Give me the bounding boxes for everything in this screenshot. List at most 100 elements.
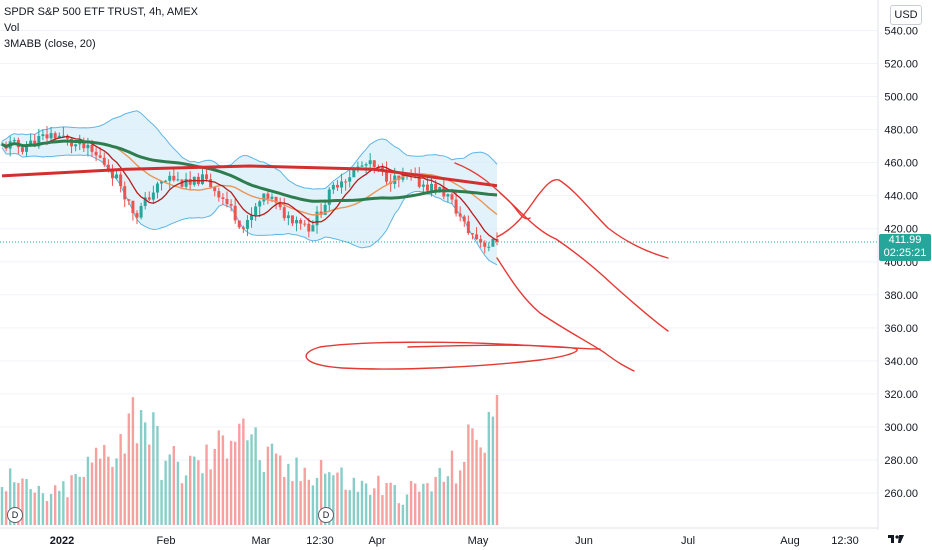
volume-bar xyxy=(127,413,131,525)
candle-body xyxy=(286,215,290,219)
volume-bar xyxy=(291,481,294,525)
candle-body xyxy=(295,219,299,224)
time-tick-label: Apr xyxy=(368,535,385,547)
volume-bar xyxy=(33,492,36,525)
volume-bar xyxy=(184,475,188,525)
volume-bar xyxy=(115,458,118,525)
candle-body xyxy=(151,192,155,200)
volume-bar xyxy=(62,481,65,525)
upper-band xyxy=(1,110,498,190)
candle-body xyxy=(290,215,294,224)
long-average-line xyxy=(1,164,498,188)
freehand-drawings xyxy=(305,162,669,372)
volume-bar xyxy=(66,497,69,525)
price-tick-label: 520.00 xyxy=(884,59,918,71)
volume-bar xyxy=(409,481,413,525)
volume-bar xyxy=(278,455,282,525)
volume-bar xyxy=(45,501,49,525)
candle-body xyxy=(209,179,213,187)
volume-bar xyxy=(426,483,429,525)
candle-body xyxy=(82,140,86,149)
volume-bar xyxy=(37,485,41,525)
candle-body xyxy=(160,181,164,184)
volume-bar xyxy=(377,475,380,525)
volume-bar xyxy=(152,412,155,525)
candle-body xyxy=(49,133,53,139)
volume-bar xyxy=(41,493,45,525)
candle-body xyxy=(327,189,331,205)
candle-body xyxy=(131,200,135,214)
candle-body xyxy=(94,151,98,156)
currency-button[interactable]: USD xyxy=(890,5,922,25)
candle-body xyxy=(221,197,225,199)
volume-bar xyxy=(13,482,16,525)
candle-body xyxy=(147,197,151,200)
volume-bar xyxy=(458,470,462,525)
price-tick-label: 280.00 xyxy=(884,455,918,467)
volume-bar xyxy=(332,475,335,525)
volume-bar xyxy=(111,466,114,525)
candle-body xyxy=(90,144,94,152)
candle-body xyxy=(37,136,41,147)
candle-body xyxy=(425,184,429,191)
volume-bar xyxy=(422,483,425,525)
volume-bar xyxy=(254,427,257,525)
volume-bar xyxy=(139,410,143,525)
last-price-tag: 411.99 02:25:21 xyxy=(879,234,931,261)
candle-body xyxy=(344,181,348,183)
candle-body xyxy=(266,193,270,199)
volume-bar xyxy=(29,489,32,525)
volume-bar xyxy=(17,482,20,525)
bands-indicator-label[interactable]: 3MABB (close, 20) xyxy=(4,38,96,50)
candle-body xyxy=(479,239,483,243)
time-tick-label: 12:30 xyxy=(831,535,859,547)
volume-bar xyxy=(438,467,441,525)
time-tick-label: Aug xyxy=(780,535,800,547)
candle-body xyxy=(155,183,159,193)
symbol-title[interactable]: SPDR S&P 500 ETF TRUST, 4h, AMEX xyxy=(4,6,198,18)
dividend-icon[interactable]: D xyxy=(7,507,23,523)
volume-bar xyxy=(74,474,77,525)
volume-bar xyxy=(495,395,499,525)
price-tick-label: 360.00 xyxy=(884,323,918,335)
volume-bar xyxy=(283,476,286,525)
volume-bar xyxy=(4,491,8,525)
price-tick-label: 480.00 xyxy=(884,125,918,137)
candle-body xyxy=(61,135,65,137)
candle-body xyxy=(33,140,37,147)
dividend-icon[interactable]: D xyxy=(318,507,334,523)
volume-bar xyxy=(58,490,61,525)
candle-body xyxy=(421,184,425,187)
volume-bar xyxy=(107,456,110,525)
volume-bar xyxy=(225,458,229,525)
volume-bar xyxy=(213,448,216,525)
candle-body xyxy=(123,186,127,200)
candle-body xyxy=(446,194,450,197)
volume-bar xyxy=(319,460,323,525)
candle-body xyxy=(184,178,188,187)
volume-bar xyxy=(315,477,319,525)
candle-body xyxy=(245,220,249,229)
freehand-stroke xyxy=(305,341,601,370)
candle-body xyxy=(483,242,487,247)
moving-averages xyxy=(1,135,498,242)
candle-body xyxy=(307,223,311,232)
volume-bar xyxy=(352,477,356,525)
volume-bar xyxy=(389,482,392,525)
volume-bar xyxy=(221,435,225,525)
volume-bar xyxy=(307,479,311,525)
candle-body xyxy=(106,164,110,171)
candle-body xyxy=(41,134,45,137)
candle-body xyxy=(340,181,344,188)
volume-indicator-label[interactable]: Vol xyxy=(4,22,20,34)
volume-bar xyxy=(197,460,200,525)
volume-bar xyxy=(483,452,486,525)
time-tick-label: Jun xyxy=(575,535,593,547)
time-axis: 2022 Feb Mar 12:30 Apr May Jun Jul Aug 12:30 xyxy=(0,527,878,547)
volume-bar xyxy=(401,504,405,525)
volume-bar xyxy=(446,476,450,525)
volume-bar xyxy=(303,467,306,525)
candle-body xyxy=(315,211,319,226)
volume-bar xyxy=(340,467,343,525)
